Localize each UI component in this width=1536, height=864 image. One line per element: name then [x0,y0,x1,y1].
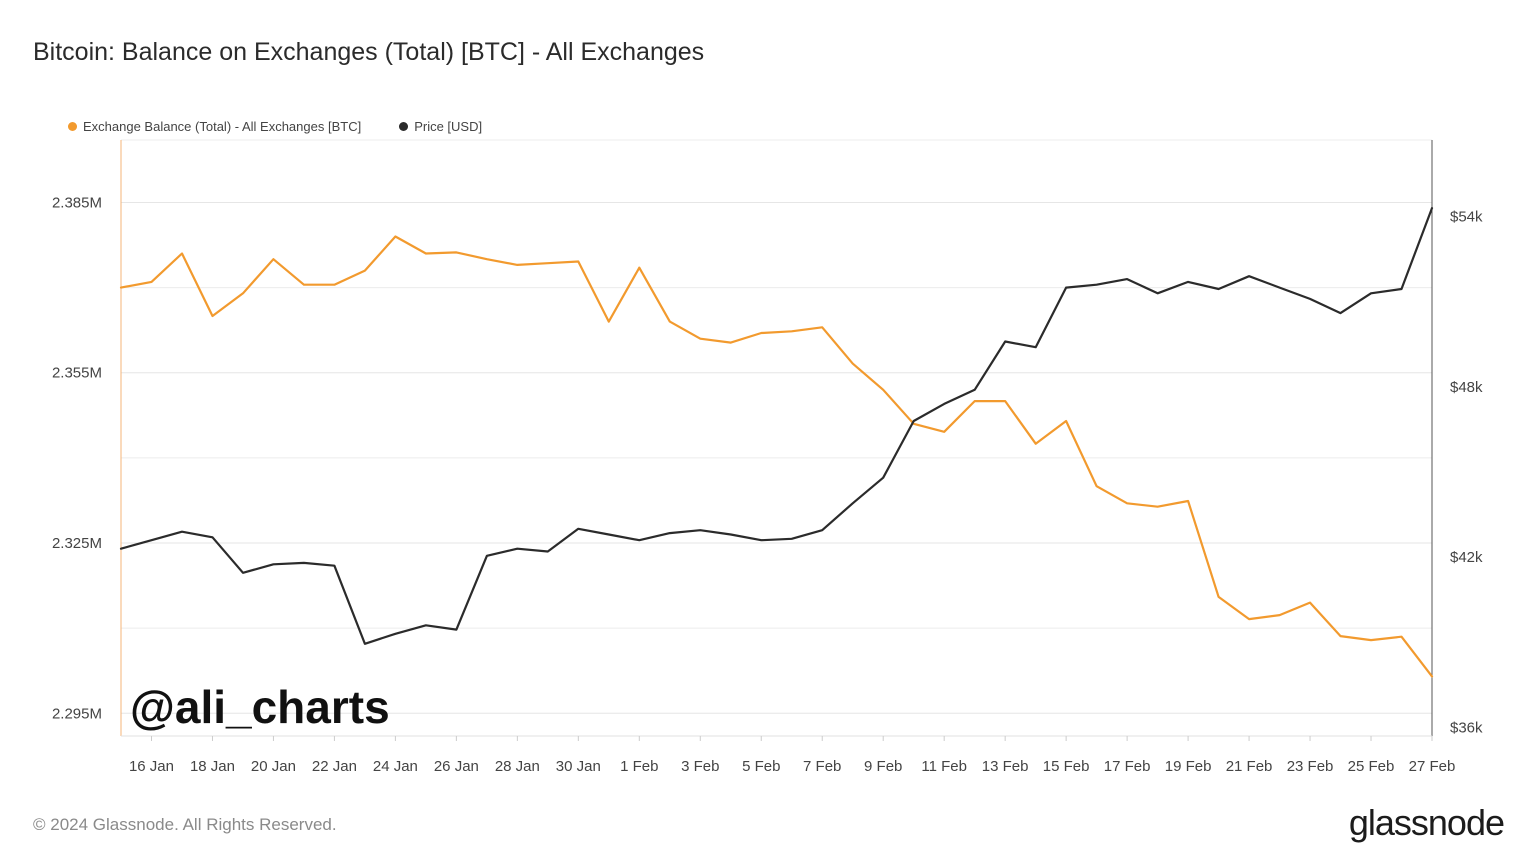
x-axis-tick-label: 30 Jan [556,758,601,775]
x-axis-tick-label: 25 Feb [1348,758,1395,775]
watermark-text: @ali_charts [130,681,390,733]
glassnode-logo: glassnode [1348,802,1505,843]
x-axis-tick-label: 11 Feb [921,758,967,775]
legend-label-price: Price [USD] [414,119,483,134]
legend-dot-exchange-balance [68,122,77,131]
right-axis-tick-label: $36k [1450,719,1483,736]
series-line-exchange-balance [119,235,1434,678]
legend-item-price[interactable]: Price [USD] [399,119,482,134]
x-axis-tick-label: 15 Feb [1043,758,1090,775]
legend-label-exchange-balance: Exchange Balance (Total) - All Exchanges… [83,119,362,134]
legend-item-exchange-balance[interactable]: Exchange Balance (Total) - All Exchanges… [68,119,361,134]
right-axis-tick-label: $42k [1450,549,1483,566]
legend: Exchange Balance (Total) - All Exchanges… [68,119,482,134]
x-axis-tick-label: 26 Jan [434,758,479,775]
right-axis-tick-label: $54k [1450,209,1483,226]
x-axis-tick-label: 27 Feb [1409,758,1456,775]
left-axis-tick-label: 2.385M [52,194,102,211]
x-axis-tick-label: 13 Feb [982,758,1029,775]
x-axis-tick-label: 5 Feb [742,758,780,775]
x-axis-tick-label: 7 Feb [803,758,841,775]
x-axis-tick-label: 16 Jan [129,758,174,775]
x-axis-tick-label: 20 Jan [251,758,296,775]
x-axis-tick-label: 22 Jan [312,758,357,775]
x-axis-tick-label: 17 Feb [1104,758,1151,775]
series-line-price [119,207,1434,645]
x-axis-tick-label: 23 Feb [1287,758,1334,775]
copyright-footer: © 2024 Glassnode. All Rights Reserved. [33,815,337,834]
legend-dot-price [399,122,409,131]
x-axis-tick-label: 1 Feb [620,758,658,775]
x-axis-tick-label: 18 Jan [190,758,235,775]
x-axis-tick-label: 28 Jan [495,758,540,775]
right-axis-tick-label: $48k [1450,379,1483,396]
x-axis-tick-label: 9 Feb [864,758,902,775]
left-axis-tick-label: 2.325M [52,535,102,552]
x-axis-tick-label: 24 Jan [373,758,418,775]
left-axis-tick-label: 2.355M [52,365,102,382]
left-axis-tick-label: 2.295M [52,705,102,722]
chart-title: Bitcoin: Balance on Exchanges (Total) [B… [33,38,705,66]
x-axis-tick-label: 21 Feb [1226,758,1273,775]
x-axis-tick-label: 19 Feb [1165,758,1212,775]
x-axis-tick-label: 3 Feb [681,758,719,775]
